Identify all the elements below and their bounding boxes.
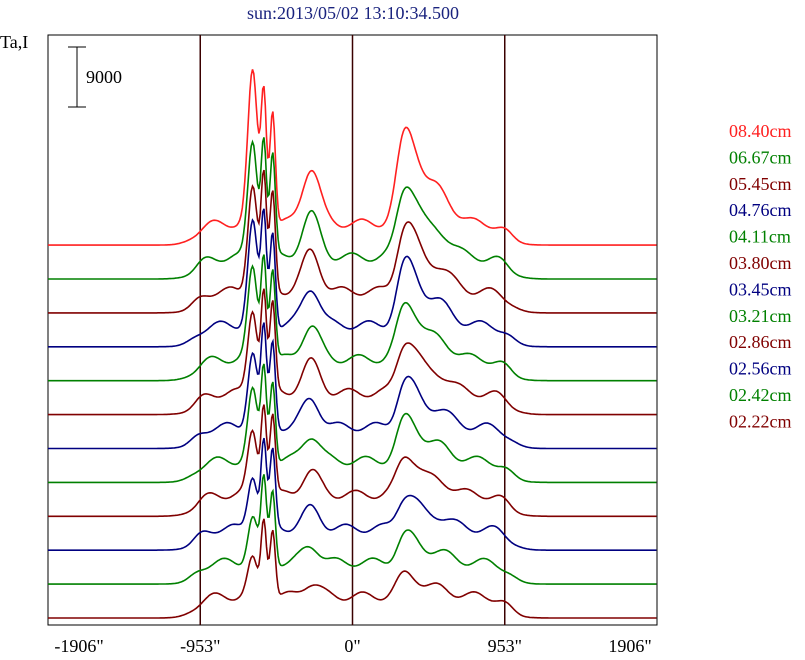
series-line (48, 137, 657, 280)
series-line (48, 69, 657, 246)
legend-entry: 04.76cm (729, 200, 792, 220)
series-line (48, 322, 657, 450)
series-line (48, 288, 657, 416)
legend-entry: 08.40cm (729, 121, 792, 141)
series-line (48, 363, 657, 484)
series-line (48, 474, 657, 585)
series-line (48, 437, 657, 551)
x-tick-label: 1906" (608, 636, 651, 656)
legend-entry: 03.80cm (729, 253, 792, 273)
legend-entry: 06.67cm (729, 147, 792, 167)
legend-entry: 03.45cm (729, 279, 792, 299)
y-axis-label: Ta,I (0, 32, 28, 52)
legend-entry: 02.42cm (729, 385, 792, 405)
chart-title: sun:2013/05/02 13:10:34.500 (247, 3, 459, 23)
vertical-reference-lines (199, 35, 506, 625)
series-lines (48, 69, 657, 619)
series-line (48, 254, 657, 382)
x-tick-label: -1906" (54, 636, 103, 656)
legend-entry: 02.86cm (729, 332, 792, 352)
legend-entry: 05.45cm (729, 174, 792, 194)
legend-entry: 03.21cm (729, 306, 792, 326)
x-tick-label: 0" (344, 636, 360, 656)
x-tick-label: -953" (180, 636, 220, 656)
legend-entry: 04.11cm (729, 227, 791, 247)
scale-bar: 9000 (68, 46, 122, 108)
series-line (48, 404, 657, 518)
legend-entry: 02.22cm (729, 411, 792, 431)
series-line (48, 518, 657, 619)
legend: 08.40cm 06.67cm 05.45cm 04.76cm 04.11cm 03.80… (729, 121, 792, 431)
x-axis-ticks: -1906" -953" 0" 953" 1906" (54, 636, 651, 656)
series-line (48, 208, 657, 348)
scale-bar-label: 9000 (86, 67, 122, 87)
legend-entry: 02.56cm (729, 359, 792, 379)
series-line (48, 169, 657, 314)
x-tick-label: 953" (488, 636, 522, 656)
